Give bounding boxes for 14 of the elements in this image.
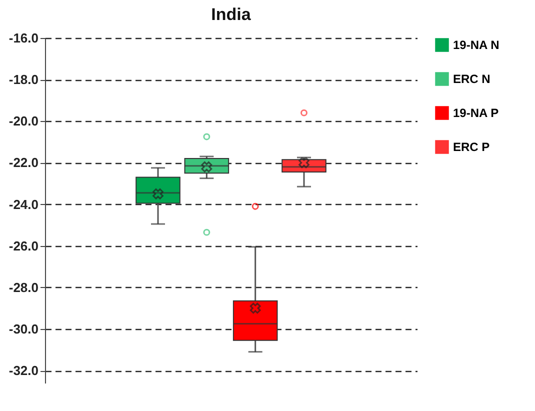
y-tick-label: -24.0 bbox=[8, 196, 38, 212]
chart-title: India bbox=[211, 5, 252, 24]
legend-label: ERC P bbox=[453, 140, 490, 154]
y-tick-label: -28.0 bbox=[8, 280, 38, 295]
y-tick-label: -26.0 bbox=[8, 238, 38, 254]
legend-label: 19-NA P bbox=[453, 106, 499, 120]
y-tick-label: -32.0 bbox=[8, 363, 38, 378]
y-tick-label: -16.0 bbox=[8, 30, 38, 46]
legend-label: 19-NA N bbox=[453, 38, 500, 52]
y-tick-label: -18.0 bbox=[8, 72, 38, 88]
legend-label: ERC N bbox=[453, 72, 490, 86]
y-tick-label: -22.0 bbox=[8, 155, 38, 170]
y-tick-label: -30.0 bbox=[8, 321, 38, 336]
y-tick-label: -20.0 bbox=[8, 114, 38, 129]
